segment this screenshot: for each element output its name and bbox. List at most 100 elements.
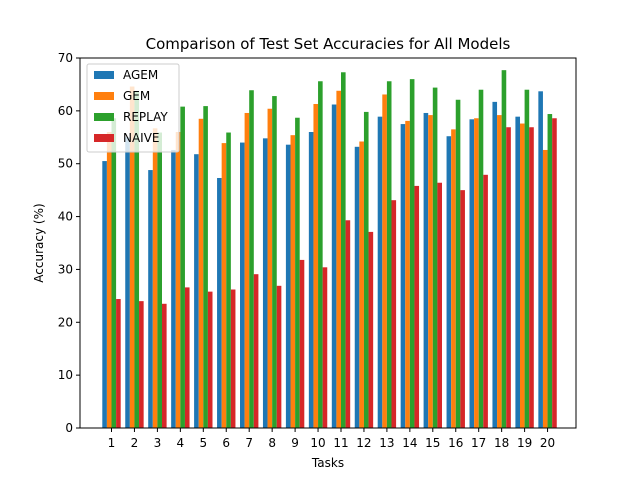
x-tick-label: 4: [177, 436, 185, 450]
x-tick-label: 13: [379, 436, 394, 450]
x-tick-label: 15: [425, 436, 440, 450]
legend-label-gem: GEM: [123, 89, 150, 103]
bar-naive-task-14: [414, 185, 420, 428]
y-axis-label: Accuracy (%): [32, 203, 46, 282]
bar-naive-task-5: [207, 291, 213, 428]
bars-group: [102, 70, 557, 429]
x-axis-label: Tasks: [311, 456, 344, 470]
legend-label-agem: AGEM: [123, 68, 158, 82]
bar-replay-task-5: [203, 106, 208, 428]
x-axis: 1 2 3 4 5 6 7 8 9 10 11 12 13 14 15 16 17 18 19 20: [108, 428, 555, 450]
bar-naive-task-16: [460, 190, 465, 428]
x-tick-label: 5: [199, 436, 207, 450]
x-tick-label: 16: [448, 436, 463, 450]
y-tick-label: 0: [65, 421, 73, 435]
x-tick-label: 19: [517, 436, 532, 450]
y-tick-label: 20: [58, 315, 73, 329]
x-tick-label: 7: [245, 436, 253, 450]
bar-agem-task-10: [308, 132, 314, 428]
bar-gem-task-17: [474, 118, 479, 428]
plot-frame: [79, 57, 577, 429]
bar-replay-task-6: [226, 132, 231, 428]
y-tick-label: 30: [58, 262, 73, 276]
y-tick-label: 10: [58, 368, 73, 382]
x-tick-label: 6: [222, 436, 230, 450]
legend-swatch-agem: [94, 71, 114, 79]
bar-agem-task-20: [538, 91, 543, 429]
bar-naive-task-12: [368, 231, 374, 428]
y-axis: 0 10 20 30 40 50 60 70: [58, 51, 80, 435]
bar-replay-task-15: [432, 87, 438, 428]
bar-naive-task-11: [345, 220, 351, 428]
bar-naive-task-20: [552, 118, 557, 428]
bar-gem-task-10: [313, 103, 319, 429]
bar-gem-task-16: [451, 129, 456, 429]
x-tick-label: 18: [494, 436, 509, 450]
x-tick-label: 3: [154, 436, 162, 450]
bar-naive-task-8: [276, 285, 282, 428]
bar-gem-task-20: [542, 149, 548, 428]
bar-agem-task-11: [331, 104, 337, 428]
bar-agem-task-14: [400, 124, 406, 428]
y-tick-label: 40: [58, 210, 73, 224]
bar-naive-task-13: [391, 200, 397, 428]
bar-replay-task-2: [134, 91, 140, 428]
bar-replay-task-17: [478, 89, 484, 429]
bar-replay-task-7: [249, 90, 254, 429]
bar-gem-task-18: [497, 115, 502, 428]
bar-gem-task-15: [428, 115, 433, 428]
bar-naive-task-4: [184, 287, 190, 428]
bar-naive-task-2: [139, 301, 144, 428]
x-tick-label: 11: [333, 436, 348, 450]
x-tick-label: 8: [268, 436, 276, 450]
bar-replay-task-20: [547, 114, 553, 428]
bar-naive-task-15: [437, 182, 442, 428]
bar-agem-task-18: [492, 101, 498, 429]
y-tick-label: 60: [58, 104, 73, 118]
bar-gem-task-2: [129, 86, 135, 428]
bar-naive-task-17: [483, 174, 488, 428]
bar-replay-task-11: [341, 72, 346, 429]
bar-gem-task-11: [336, 90, 341, 429]
x-tick-label: 14: [402, 436, 417, 450]
bar-replay-task-18: [501, 70, 507, 428]
bar-gem-task-13: [382, 94, 387, 428]
bar-agem-task-15: [423, 112, 429, 428]
bar-agem-task-8: [262, 138, 268, 428]
legend-swatch-replay: [94, 113, 114, 121]
bar-naive-task-6: [230, 289, 236, 428]
bar-agem-task-9: [285, 144, 291, 428]
bar-gem-task-8: [267, 108, 273, 429]
x-tick-label: 20: [540, 436, 555, 450]
bar-gem-task-12: [359, 141, 364, 428]
legend-label-replay: REPLAY: [123, 110, 168, 124]
legend-box: [86, 63, 180, 153]
bar-agem-task-5: [194, 154, 199, 428]
bar-replay-task-12: [363, 111, 369, 428]
bar-gem-task-4: [175, 132, 181, 428]
legend-swatch-gem: [94, 92, 114, 100]
bar-replay-task-13: [386, 81, 392, 428]
x-tick-label: 9: [291, 436, 299, 450]
x-tick-label: 17: [471, 436, 486, 450]
bar-gem-task-5: [198, 118, 204, 428]
bar-agem-task-19: [515, 116, 520, 429]
bar-naive-task-1: [116, 299, 121, 428]
bar-replay-task-3: [157, 132, 162, 428]
bar-naive-task-9: [299, 259, 305, 428]
legend-swatch-naive: [94, 134, 114, 142]
bar-gem-task-19: [520, 123, 525, 428]
x-tick-label: 1: [108, 436, 116, 450]
bar-agem-task-12: [354, 146, 360, 429]
y-tick-label: 70: [58, 51, 73, 65]
bar-agem-task-7: [240, 142, 245, 428]
x-tick-label: 10: [310, 436, 325, 450]
bar-replay-task-4: [180, 106, 185, 428]
x-tick-label: 12: [356, 436, 371, 450]
bar-agem-task-13: [377, 116, 383, 429]
bar-agem-task-17: [469, 119, 475, 428]
bar-agem-task-16: [446, 136, 452, 429]
bar-naive-task-19: [529, 127, 534, 429]
bar-replay-task-19: [524, 89, 530, 429]
